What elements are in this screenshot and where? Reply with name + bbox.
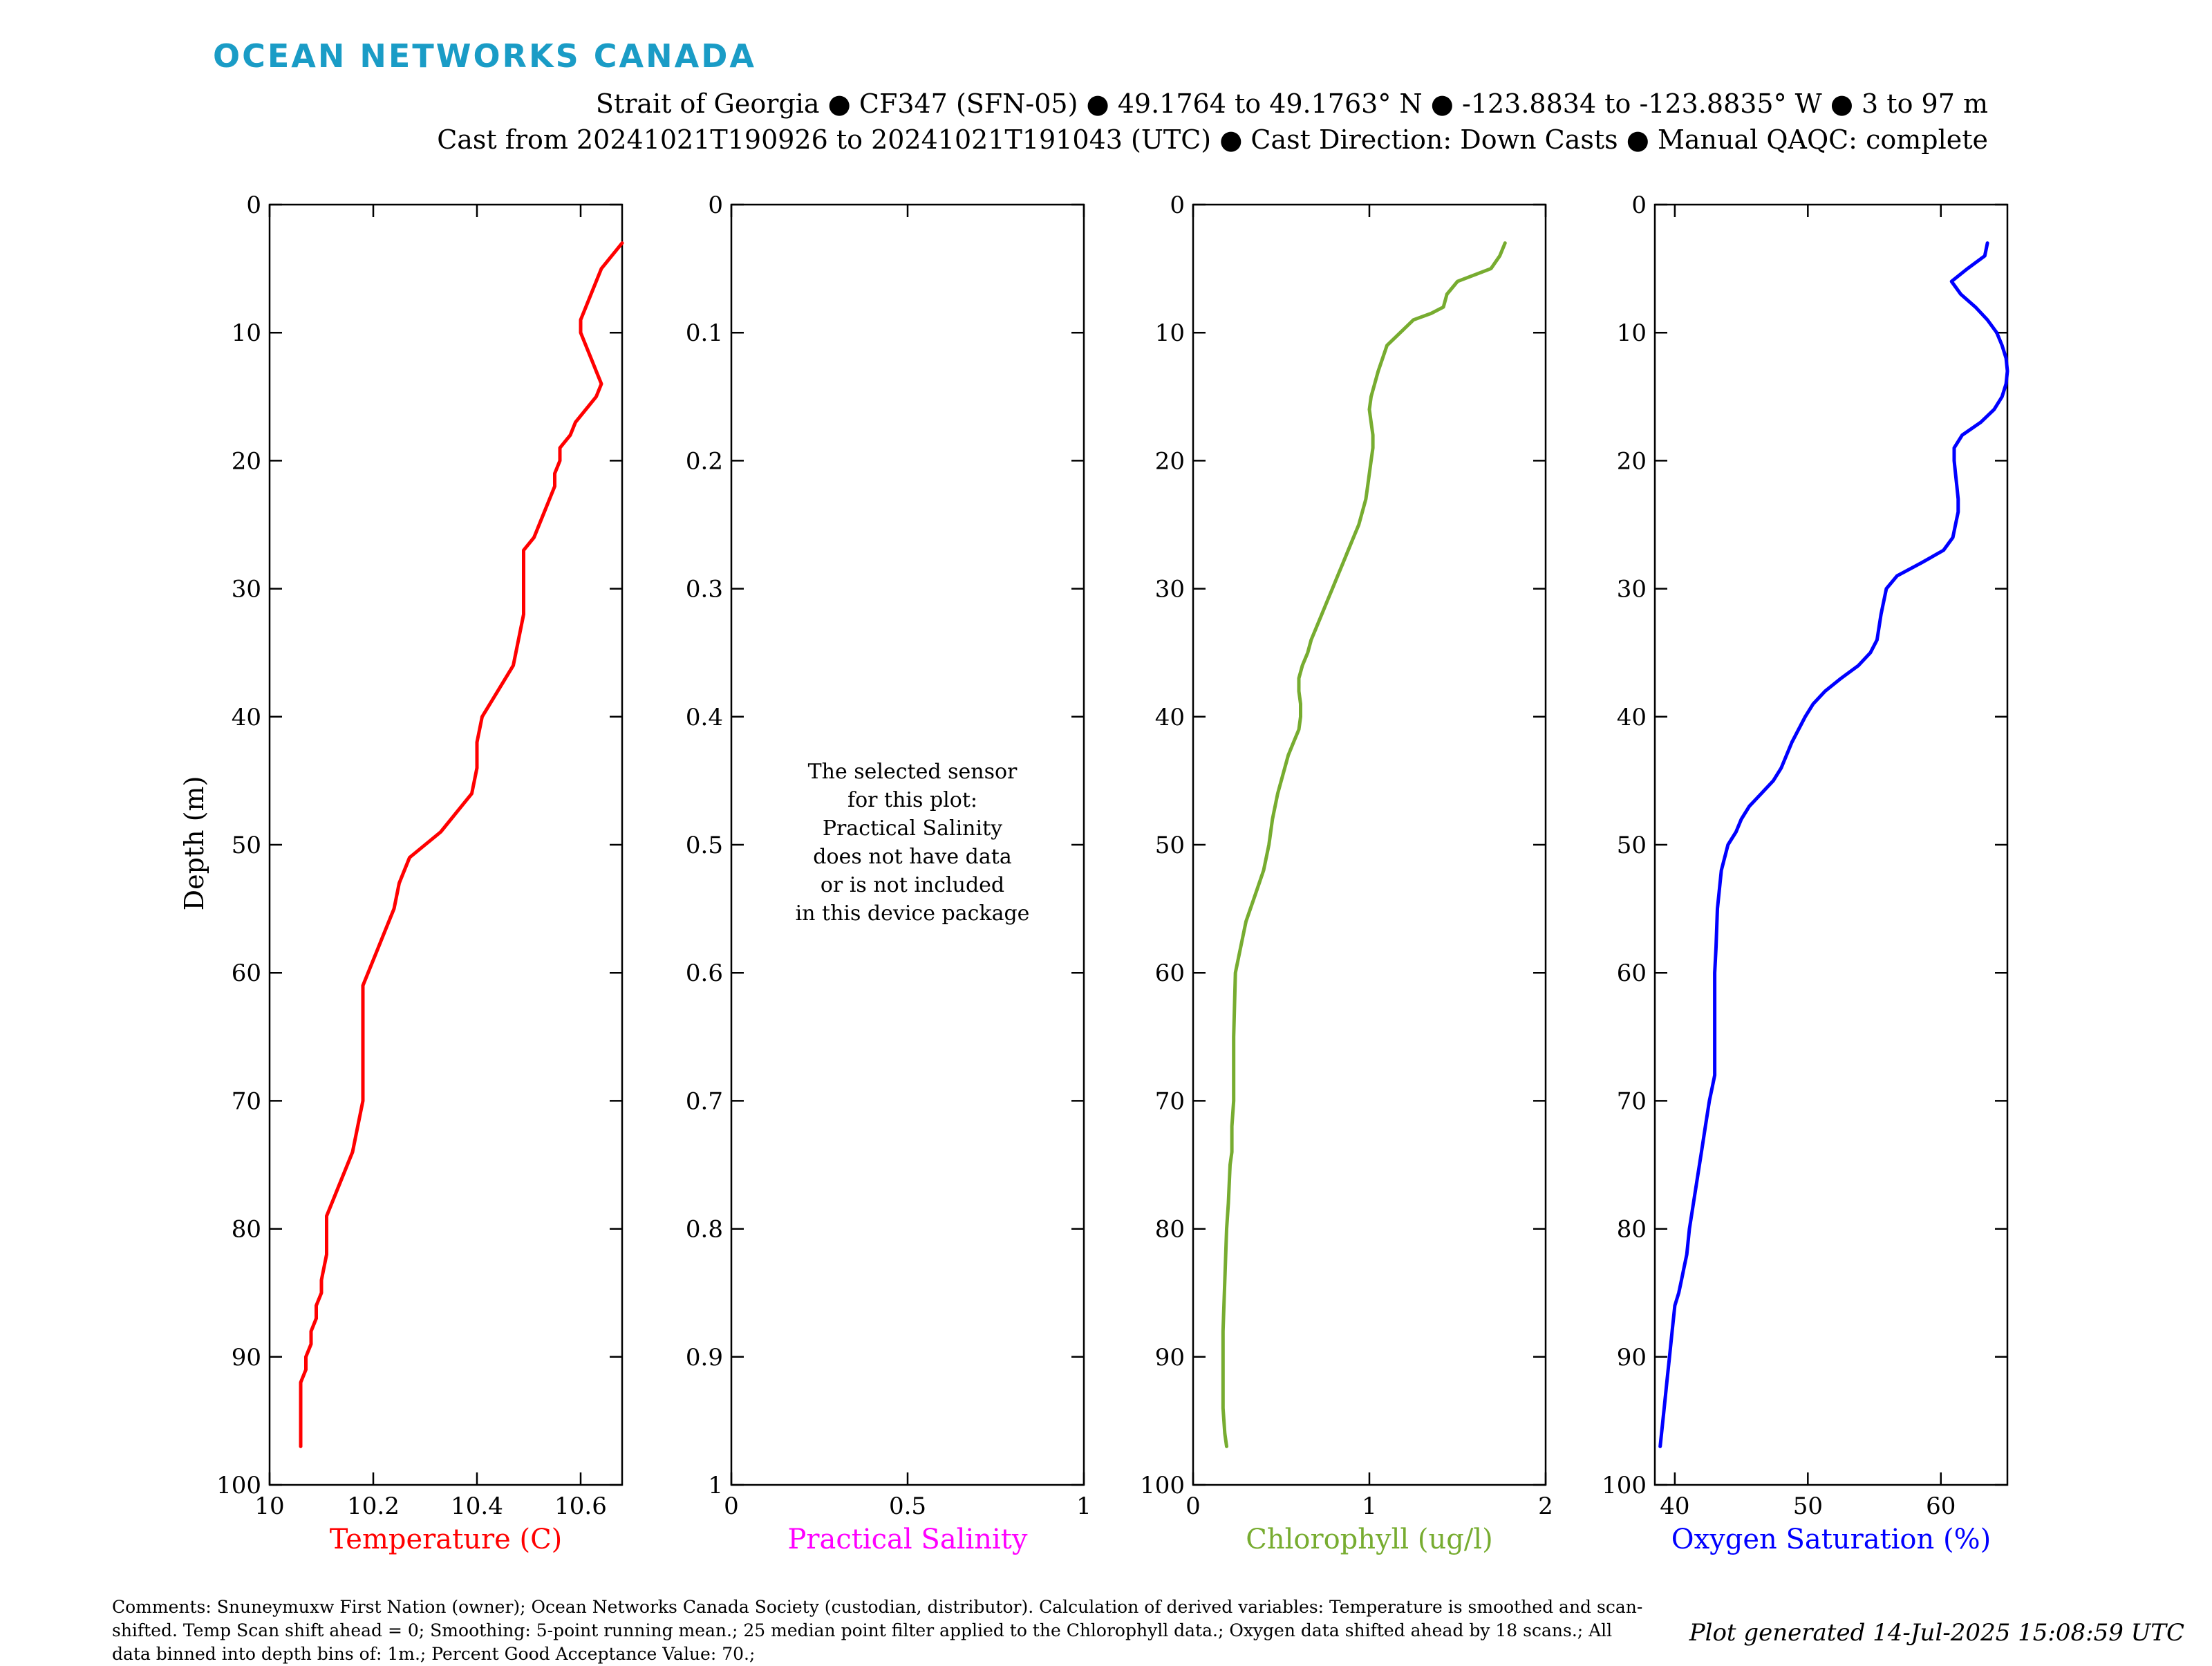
oxygen-plot: 0 10 20 30 40 50 60 70 80 90 100 40 50 60 Oxygen Satur… bbox=[1602, 191, 2009, 1555]
chlorophyll-axis-label: Chlorophyll (ug/l) bbox=[1246, 1524, 1493, 1555]
oxygen-ytick-label: 0 bbox=[1631, 191, 1647, 219]
temperature-ytick-label: 80 bbox=[232, 1216, 261, 1244]
temperature-xtick-label: 10.4 bbox=[451, 1492, 503, 1520]
temperature-profile-line bbox=[299, 241, 624, 1448]
oxygen-ytick-label: 100 bbox=[1602, 1472, 1647, 1499]
oxygen-xtick-label: 40 bbox=[1660, 1492, 1689, 1520]
temperature-axis-label: Temperature (C) bbox=[330, 1524, 563, 1555]
chlorophyll-ytick-label: 100 bbox=[1140, 1472, 1185, 1499]
oxygen-ytick-label: 60 bbox=[1617, 960, 1647, 987]
no-data-line: The selected sensor bbox=[807, 760, 1018, 784]
chlorophyll-ytick-label: 50 bbox=[1155, 832, 1185, 859]
temperature-ytick-label: 30 bbox=[232, 576, 261, 603]
temperature-ytick-label: 20 bbox=[232, 447, 261, 475]
salinity-ytick-label: 0.1 bbox=[686, 319, 723, 347]
salinity-ytick-label: 0.5 bbox=[686, 832, 723, 859]
oxygen-ytick-label: 50 bbox=[1617, 832, 1647, 859]
oxygen-ytick-label: 10 bbox=[1617, 319, 1647, 347]
oxygen-axes-box bbox=[1653, 203, 2009, 1486]
chlorophyll-profile-line bbox=[1221, 241, 1507, 1448]
temperature-ytick-label: 10 bbox=[232, 319, 261, 347]
salinity-ytick-label: 0.2 bbox=[686, 447, 723, 475]
oxygen-axis-label: Oxygen Saturation (%) bbox=[1671, 1524, 1991, 1555]
chlorophyll-ytick-label: 0 bbox=[1170, 191, 1185, 219]
temperature-ytick-label: 100 bbox=[216, 1472, 261, 1499]
no-data-line: Practical Salinity bbox=[822, 816, 1003, 841]
chlorophyll-ytick-label: 30 bbox=[1155, 576, 1185, 603]
chlorophyll-xtick-label: 0 bbox=[1185, 1492, 1201, 1520]
no-data-line: or is not included bbox=[820, 873, 1005, 897]
salinity-ytick-label: 0.7 bbox=[686, 1087, 723, 1115]
salinity-axis-label: Practical Salinity bbox=[788, 1524, 1028, 1555]
salinity-xtick-label: 0 bbox=[724, 1492, 739, 1520]
chlorophyll-xtick-label: 2 bbox=[1538, 1492, 1553, 1520]
oxygen-profile-line bbox=[1658, 241, 2009, 1448]
salinity-ytick-label: 1 bbox=[708, 1472, 723, 1499]
chlorophyll-ytick-label: 70 bbox=[1155, 1087, 1185, 1115]
header-location-line: Strait of Georgia ● CF347 (SFN-05) ● 49.… bbox=[595, 88, 1988, 119]
temperature-xtick-label: 10.2 bbox=[347, 1492, 400, 1520]
salinity-ytick-label: 0.3 bbox=[686, 576, 723, 603]
chlorophyll-ytick-label: 60 bbox=[1155, 960, 1185, 987]
salinity-xtick-label: 1 bbox=[1076, 1492, 1091, 1520]
footer-comments: Comments: Snuneymuxw First Nation (owner… bbox=[112, 1597, 1643, 1664]
temperature-xtick-label: 10.6 bbox=[554, 1492, 607, 1520]
temperature-ytick-label: 70 bbox=[232, 1087, 261, 1115]
chlorophyll-ytick-label: 40 bbox=[1155, 704, 1185, 731]
salinity-ytick-label: 0 bbox=[708, 191, 723, 219]
chlorophyll-ytick-label: 20 bbox=[1155, 447, 1185, 475]
salinity-ytick-label: 0.8 bbox=[686, 1216, 723, 1244]
oxygen-ytick-label: 40 bbox=[1617, 704, 1647, 731]
salinity-ytick-label: 0.9 bbox=[686, 1344, 723, 1372]
temperature-ytick-label: 60 bbox=[232, 960, 261, 987]
depth-axis-label: Depth (m) bbox=[179, 776, 209, 911]
temperature-xtick-label: 10 bbox=[254, 1492, 284, 1520]
salinity-xtick-label: 0.5 bbox=[889, 1492, 926, 1520]
salinity-ytick-label: 0.6 bbox=[686, 960, 723, 987]
salinity-plot: 00.10.20.30.40.50.60.70.80.910 0.5 1Practi… bbox=[686, 191, 1091, 1555]
salinity-ytick-label: 0.4 bbox=[686, 704, 723, 731]
temperature-ytick-label: 40 bbox=[232, 704, 261, 731]
oxygen-ytick-label: 30 bbox=[1617, 576, 1647, 603]
oxygen-xtick-label: 50 bbox=[1793, 1492, 1823, 1520]
temperature-ytick-label: 90 bbox=[232, 1344, 261, 1372]
header-cast-line: Cast from 20241021T190926 to 20241021T19… bbox=[437, 124, 1988, 155]
oxygen-ytick-label: 80 bbox=[1617, 1216, 1647, 1244]
ocean-networks-canada-logo: OCEAN NETWORKS CANADA bbox=[213, 37, 756, 75]
plot-generated-timestamp: Plot generated 14-Jul-2025 15:08:59 UTC bbox=[1689, 1619, 2184, 1647]
chlorophyll-xtick-label: 1 bbox=[1362, 1492, 1377, 1520]
temperature-ytick-label: 50 bbox=[232, 832, 261, 859]
temperature-ytick-label: 0 bbox=[246, 191, 261, 219]
no-data-line: for this plot: bbox=[847, 788, 977, 812]
chlorophyll-ytick-label: 80 bbox=[1155, 1216, 1185, 1244]
no-data-line: does not have data bbox=[813, 845, 1012, 869]
oxygen-xtick-label: 60 bbox=[1926, 1492, 1956, 1520]
oxygen-ytick-label: 90 bbox=[1617, 1344, 1647, 1372]
oxygen-ytick-label: 70 bbox=[1617, 1087, 1647, 1115]
no-data-line: in this device package bbox=[795, 901, 1030, 926]
chlorophyll-ytick-label: 90 bbox=[1155, 1344, 1185, 1372]
chlorophyll-ytick-label: 10 bbox=[1155, 319, 1185, 347]
no-data-message: The selected sensor for this plot: Pract… bbox=[760, 758, 1065, 928]
oxygen-ytick-label: 20 bbox=[1617, 447, 1647, 475]
